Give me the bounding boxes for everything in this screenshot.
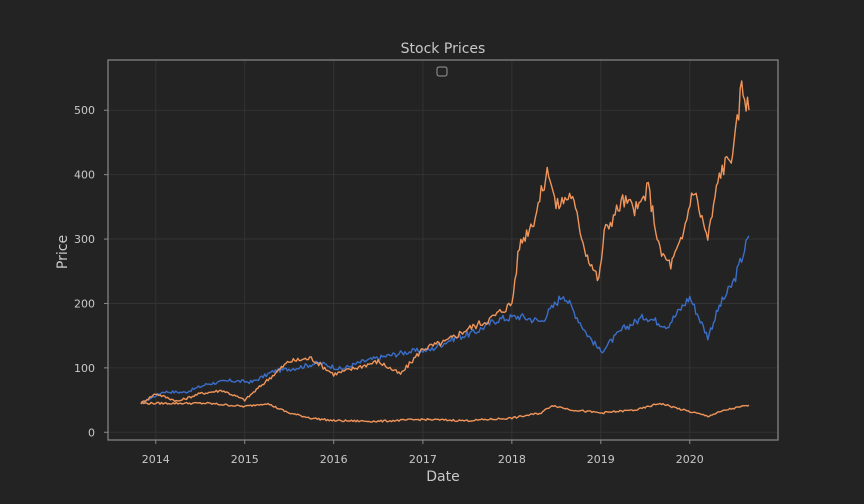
series-line-1 <box>140 235 750 404</box>
y-axis-title: Price <box>55 235 71 269</box>
chart-title: Stock Prices <box>401 41 486 57</box>
x-tick-label: 2017 <box>409 453 437 466</box>
x-axis-title: Date <box>426 469 459 485</box>
y-tick-label: 200 <box>74 297 95 310</box>
x-tick-label: 2015 <box>231 453 259 466</box>
plot-area-frame <box>107 59 779 441</box>
y-tick-label: 300 <box>74 233 95 246</box>
y-tick-label: 0 <box>88 426 95 439</box>
y-tick-label: 100 <box>74 362 95 375</box>
series-lines <box>140 80 750 423</box>
x-tick-label: 2018 <box>498 453 526 466</box>
x-tick-label: 2016 <box>320 453 348 466</box>
series-line-2 <box>140 80 750 405</box>
legend-box <box>436 66 448 77</box>
x-tick-label: 2014 <box>142 453 170 466</box>
x-tick-label: 2020 <box>676 453 704 466</box>
axis-ticks: 2014 2015 2016 2017 2018 2019 2020 0 100 200 300 40… <box>74 104 704 466</box>
y-tick-label: 500 <box>74 104 95 117</box>
y-tick-label: 400 <box>74 169 95 182</box>
x-tick-label: 2019 <box>587 453 615 466</box>
series-line-3 <box>140 401 750 423</box>
grid <box>108 60 778 440</box>
